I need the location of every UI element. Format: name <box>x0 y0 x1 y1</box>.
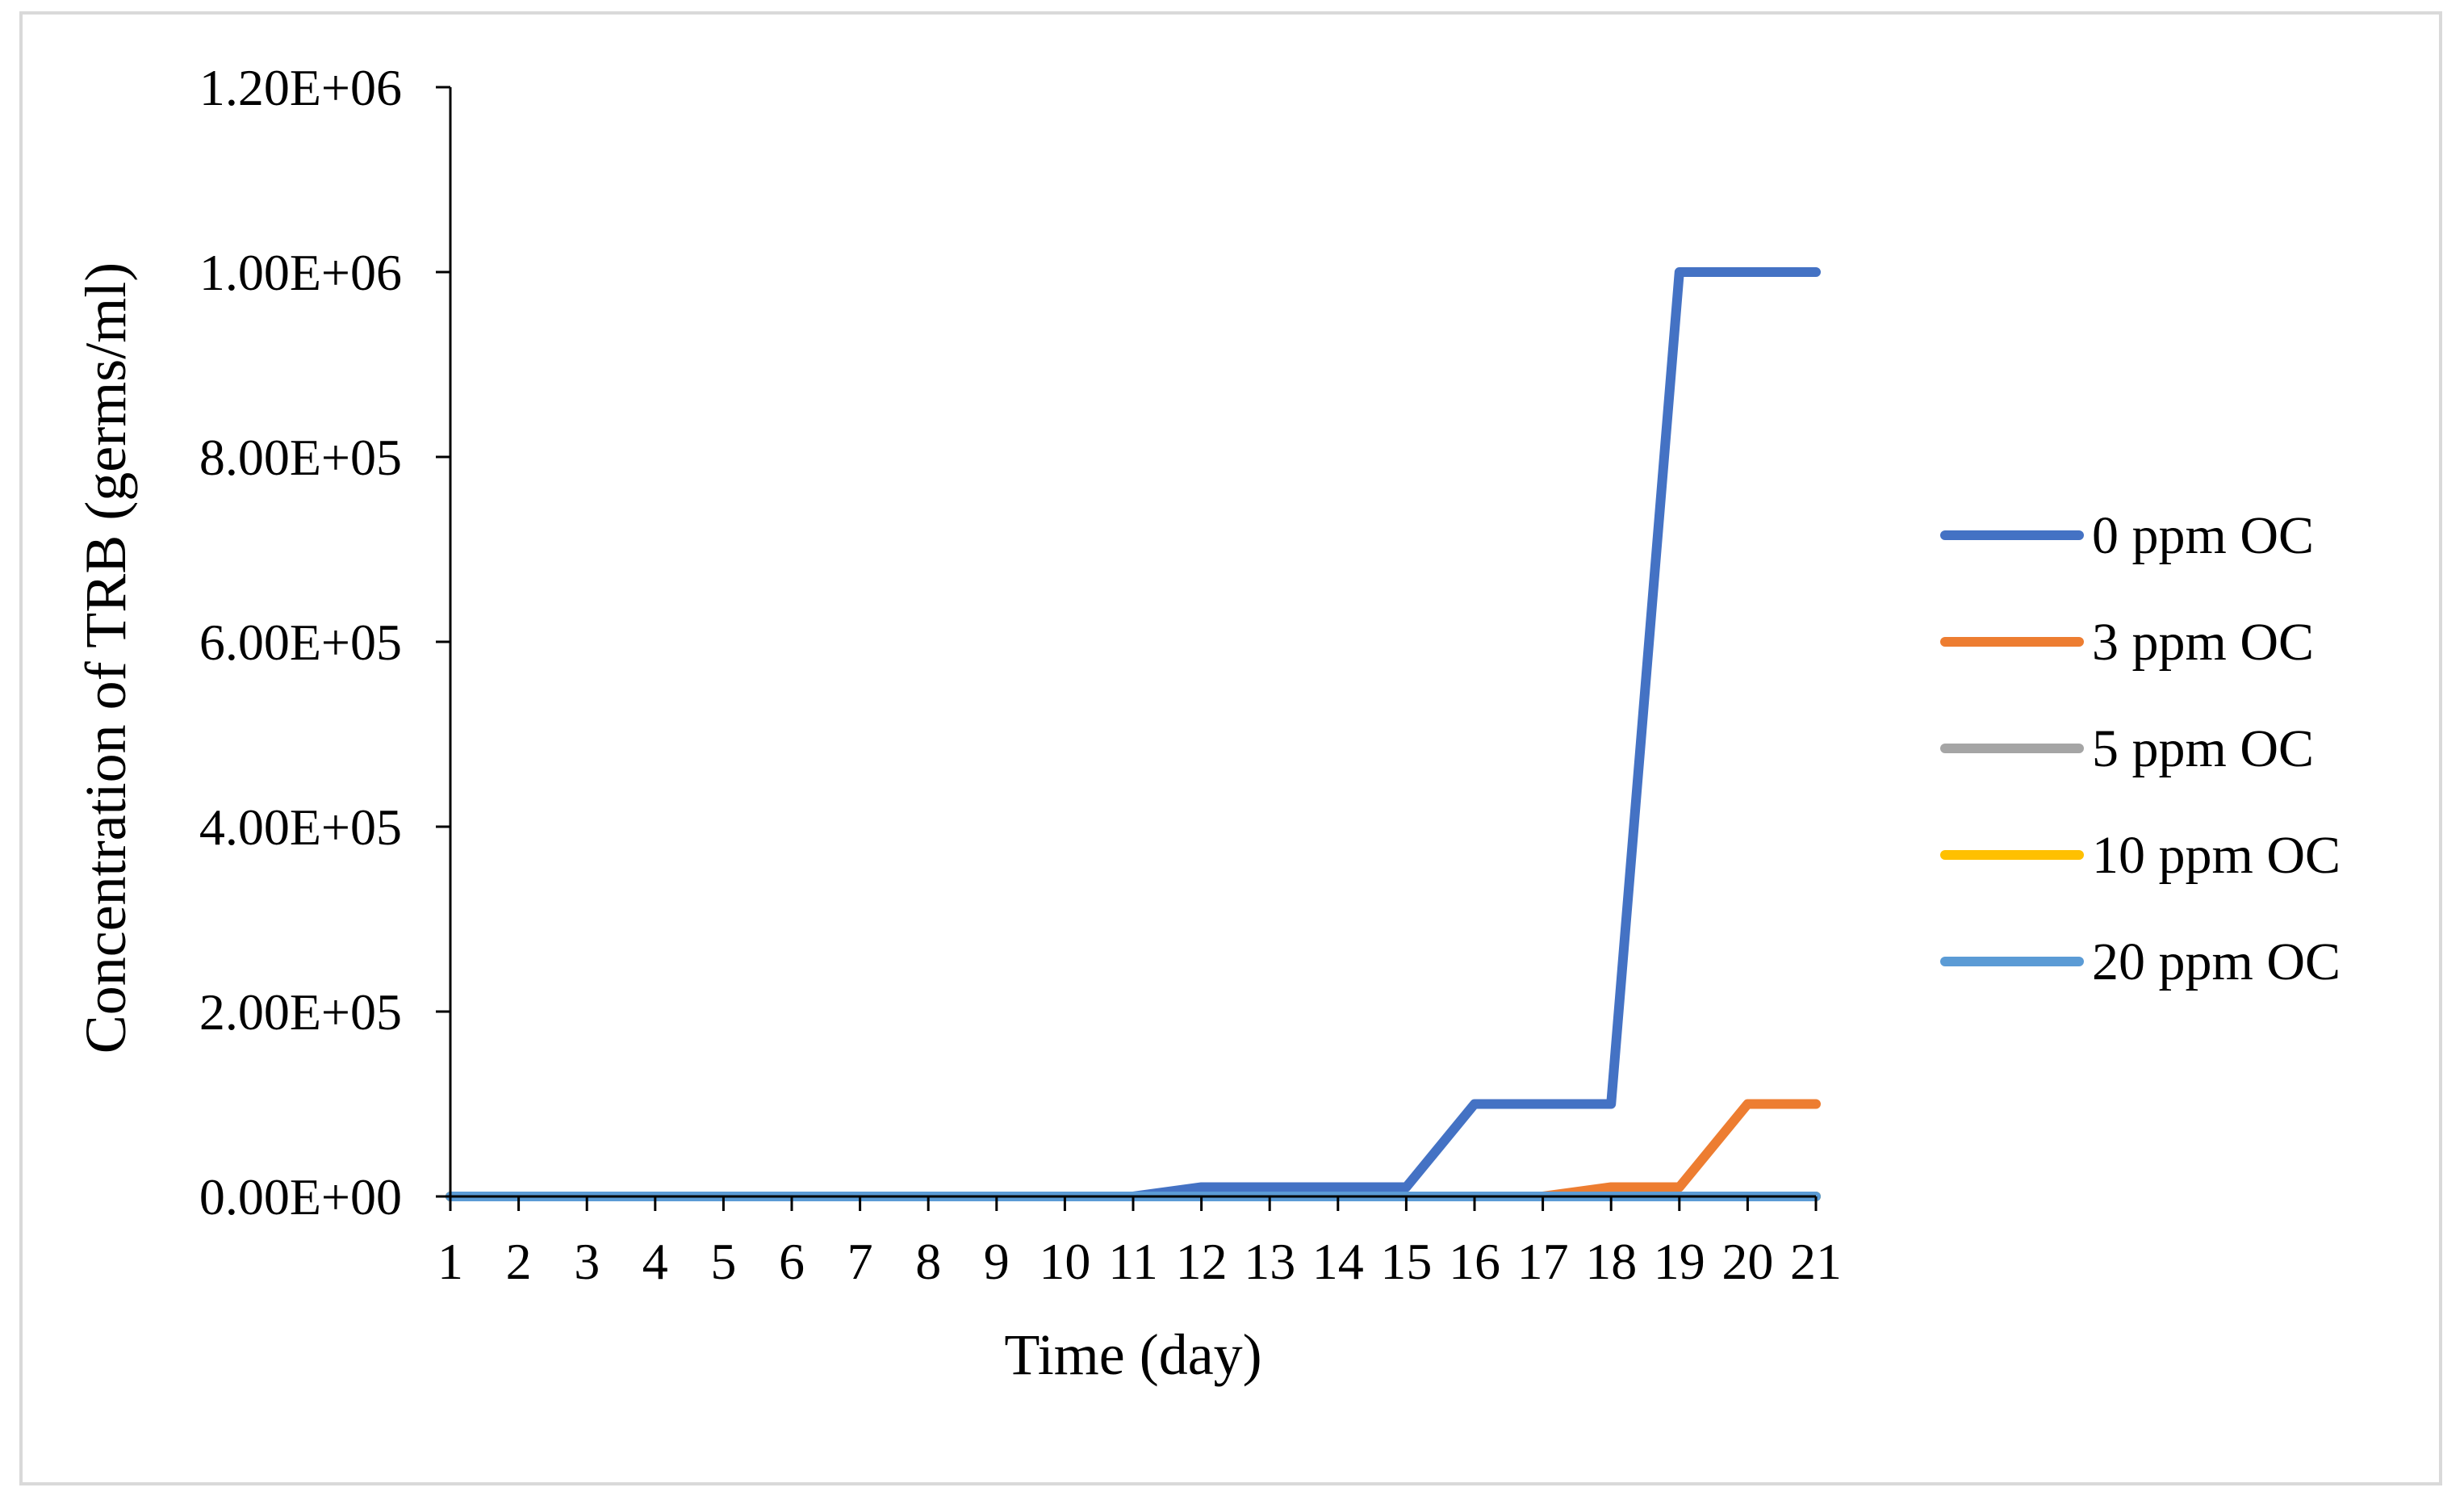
x-tick-label: 9 <box>984 1233 1010 1290</box>
y-tick-label: 1.20E+06 <box>199 59 402 116</box>
legend-label-1: 3 ppm OC <box>2092 613 2314 672</box>
y-tick-label: 6.00E+05 <box>199 614 402 671</box>
x-tick-label: 18 <box>1585 1233 1637 1290</box>
y-axis-title: Concentration of TRB (germs/ml) <box>73 262 138 1054</box>
x-tick-label: 7 <box>847 1233 873 1290</box>
y-tick-label: 1.00E+06 <box>199 244 402 301</box>
legend-label-2: 5 ppm OC <box>2092 719 2314 778</box>
y-axis-ticks: 0.00E+00 2.00E+05 4.00E+05 6.00E+05 8.00E+05… <box>199 59 450 1226</box>
y-tick-label: 8.00E+05 <box>199 429 402 486</box>
x-tick-label: 15 <box>1380 1233 1432 1290</box>
x-tick-label: 10 <box>1039 1233 1090 1290</box>
x-tick-label: 19 <box>1654 1233 1705 1290</box>
x-tick-label: 8 <box>915 1233 941 1290</box>
x-tick-label: 6 <box>779 1233 805 1290</box>
x-tick-label: 2 <box>506 1233 532 1290</box>
x-tick-label: 16 <box>1449 1233 1500 1290</box>
x-tick-label: 3 <box>574 1233 600 1290</box>
plot-lines <box>446 267 1821 1201</box>
x-tick-label: 20 <box>1721 1233 1773 1290</box>
x-tick-label: 17 <box>1517 1233 1569 1290</box>
y-tick-label: 4.00E+05 <box>199 798 402 856</box>
legend-label-0: 0 ppm OC <box>2092 506 2314 565</box>
x-tick-label: 14 <box>1312 1233 1364 1290</box>
x-tick-label: 4 <box>642 1233 668 1290</box>
x-tick-label: 13 <box>1244 1233 1295 1290</box>
x-tick-label: 11 <box>1108 1233 1158 1290</box>
x-axis-title: Time (day) <box>1004 1322 1261 1387</box>
legend-label-3: 10 ppm OC <box>2092 826 2341 885</box>
x-axis-ticks: 1 2 3 4 5 6 7 8 9 10 11 12 13 14 15 16 17 18 19 20 21 <box>437 1196 1842 1290</box>
y-tick-label: 0.00E+00 <box>199 1168 402 1226</box>
legend: 0 ppm OC 3 ppm OC 5 ppm OC 10 ppm OC 20 ppm … <box>1940 506 2341 991</box>
axes <box>449 87 1816 1198</box>
x-tick-label: 5 <box>710 1233 736 1290</box>
x-tick-label: 21 <box>1790 1233 1842 1290</box>
legend-label-4: 20 ppm OC <box>2092 932 2341 991</box>
y-tick-label: 2.00E+05 <box>199 983 402 1041</box>
x-tick-label: 1 <box>437 1233 463 1290</box>
x-tick-label: 12 <box>1176 1233 1228 1290</box>
series-line-1 <box>446 1099 1821 1201</box>
series-line-0 <box>446 267 1821 1201</box>
